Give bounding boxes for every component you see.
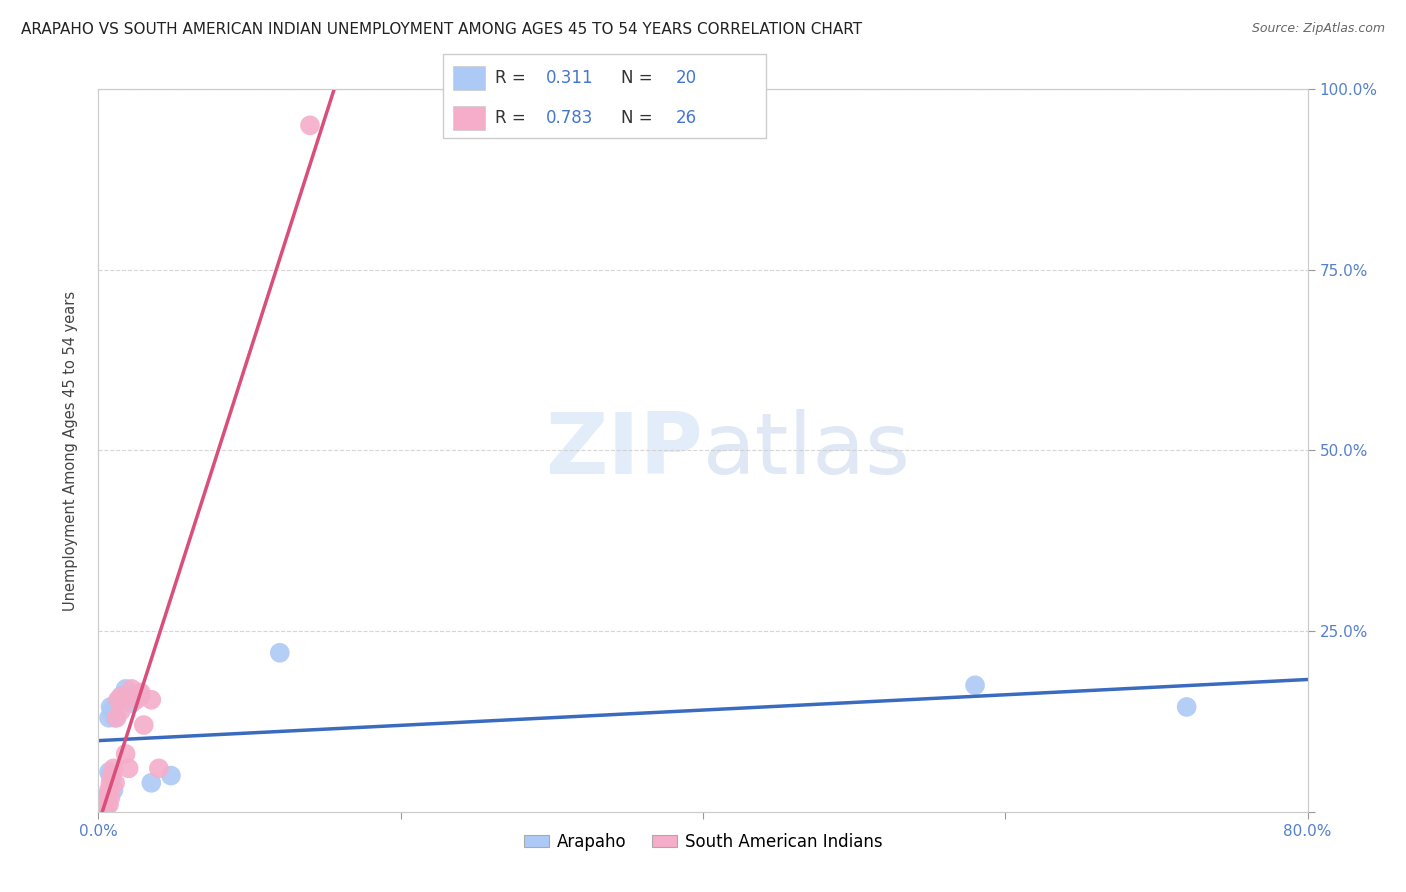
Text: Source: ZipAtlas.com: Source: ZipAtlas.com — [1251, 22, 1385, 36]
Point — [132, 718, 155, 732]
Point — [93, 794, 115, 808]
Point — [98, 783, 121, 797]
Point — [141, 776, 163, 790]
Point — [98, 797, 121, 812]
Point — [107, 692, 129, 706]
Point — [110, 689, 132, 703]
Text: N =: N = — [621, 109, 658, 127]
Point — [269, 646, 291, 660]
Text: N =: N = — [621, 69, 658, 87]
Point — [101, 769, 124, 783]
Point — [100, 790, 122, 805]
Text: 26: 26 — [676, 109, 697, 127]
Point — [94, 797, 117, 812]
Point — [141, 692, 163, 706]
Point — [96, 797, 118, 812]
Point — [1175, 700, 1198, 714]
Point — [121, 681, 143, 696]
Point — [148, 761, 170, 775]
Y-axis label: Unemployment Among Ages 45 to 54 years: Unemployment Among Ages 45 to 54 years — [63, 291, 77, 610]
Point — [98, 764, 121, 779]
FancyBboxPatch shape — [443, 54, 766, 138]
Point — [100, 769, 122, 783]
Point — [125, 692, 148, 706]
Point — [94, 794, 117, 808]
Text: ZIP: ZIP — [546, 409, 703, 492]
Legend: Arapaho, South American Indians: Arapaho, South American Indians — [517, 826, 889, 857]
Point — [114, 747, 136, 761]
Point — [299, 119, 322, 133]
Text: R =: R = — [495, 109, 530, 127]
FancyBboxPatch shape — [453, 66, 485, 90]
Point — [104, 711, 127, 725]
Point — [129, 685, 152, 699]
Point — [94, 790, 117, 805]
Point — [965, 678, 987, 692]
Text: 0.311: 0.311 — [547, 69, 593, 87]
Point — [93, 801, 115, 815]
Point — [91, 797, 114, 812]
Text: R =: R = — [495, 69, 530, 87]
Point — [103, 783, 125, 797]
FancyBboxPatch shape — [453, 106, 485, 130]
Point — [105, 711, 128, 725]
Text: ARAPAHO VS SOUTH AMERICAN INDIAN UNEMPLOYMENT AMONG AGES 45 TO 54 YEARS CORRELAT: ARAPAHO VS SOUTH AMERICAN INDIAN UNEMPLO… — [21, 22, 862, 37]
Point — [90, 801, 112, 815]
Point — [110, 704, 132, 718]
Point — [105, 696, 128, 710]
Point — [114, 681, 136, 696]
Text: 20: 20 — [676, 69, 697, 87]
Point — [160, 769, 183, 783]
Point — [96, 790, 118, 805]
Point — [100, 776, 122, 790]
Point — [118, 761, 141, 775]
Point — [121, 696, 143, 710]
Point — [100, 700, 122, 714]
Point — [103, 761, 125, 775]
Point — [101, 704, 124, 718]
Text: 0.783: 0.783 — [547, 109, 593, 127]
Point — [104, 776, 127, 790]
Point — [98, 711, 121, 725]
Point — [129, 689, 152, 703]
Text: atlas: atlas — [703, 409, 911, 492]
Point — [111, 689, 134, 703]
